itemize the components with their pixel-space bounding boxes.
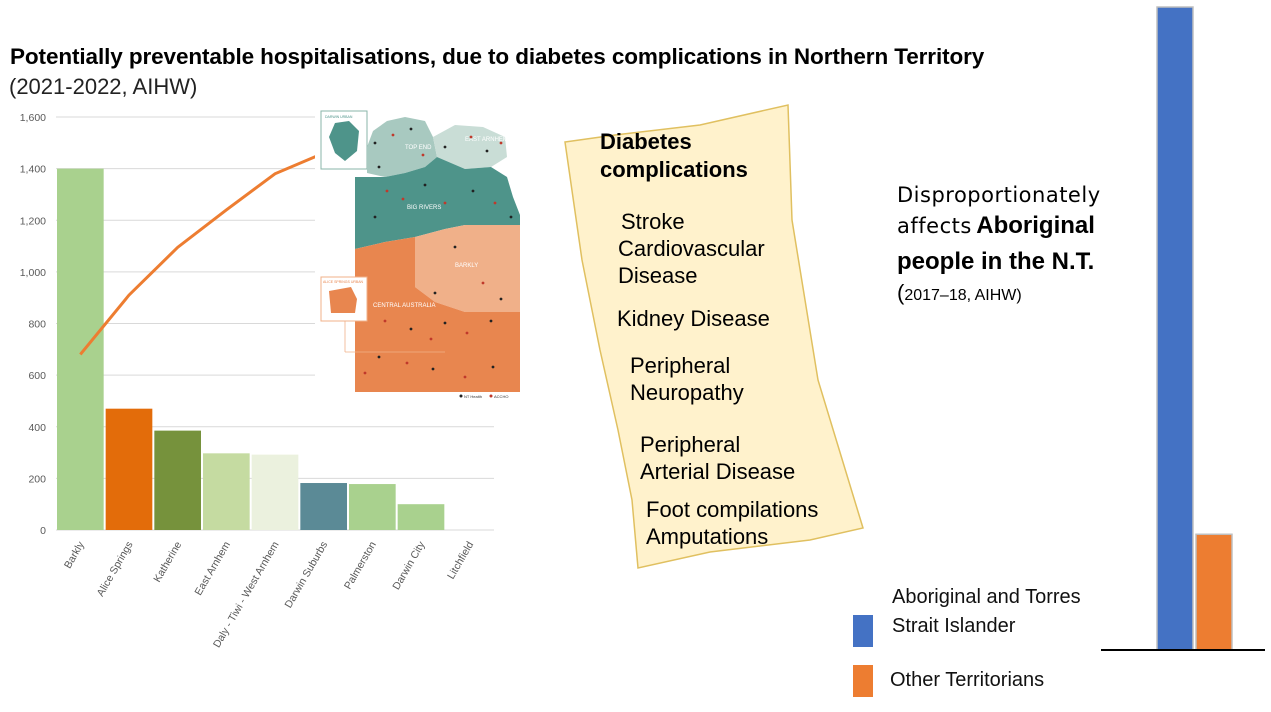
health-service-markers (363, 127, 513, 379)
map-label-central-australia: CENTRAL AUSTRALIA (373, 303, 435, 309)
bar (154, 430, 201, 530)
chart-subtitle: (2021-2022, AIHW) (9, 74, 198, 99)
statement-source-paren: ( (897, 280, 905, 305)
legend-accho-marker (489, 394, 493, 398)
x-tick-label: Palmerston (342, 539, 379, 591)
statement-line-1: Disproportionately (897, 183, 1101, 207)
legend-swatch-aboriginal (853, 615, 873, 647)
y-tick-label: 0 (40, 525, 46, 537)
map-label-alice-springs-urban: ALICE SPRINGS URBAN (323, 280, 364, 284)
x-tick-label: East Arnhem (192, 539, 233, 597)
note-item-line: Stroke (621, 209, 685, 234)
note-item-line: Amputations (646, 524, 769, 549)
statement-line-2: affects Aboriginal (897, 210, 1101, 245)
map-label-darwin-urban: DARWIN URBAN (325, 115, 353, 119)
statement-line-3: people in the N.T. (897, 248, 1095, 275)
map-label-barkly: BARKLY (455, 263, 478, 269)
note-item-line: Disease (618, 263, 698, 288)
note-title-line-1: Diabetes (600, 129, 692, 154)
map-label-east-arnhem: EAST ARNHEM (465, 137, 508, 143)
x-tick-label: Litchfield (445, 539, 476, 581)
legend-label-other: Other Territorians (890, 666, 1044, 695)
y-tick-label: 1,000 (20, 267, 46, 279)
region-barkly (415, 225, 520, 312)
note-title-line-2: complications (600, 157, 748, 182)
note-item-foot: Foot compilations Amputations (646, 496, 818, 550)
bar (251, 454, 299, 530)
alice-inset-shape (329, 287, 357, 313)
disproportionate-statement: Disproportionately affects Aboriginal pe… (897, 180, 1101, 310)
population-comparison-chart (1101, 6, 1265, 651)
map-legend-nt-health: NT Health (464, 394, 482, 399)
darwin-inset-shape (329, 121, 359, 161)
y-tick-label: 400 (28, 422, 46, 434)
diabetes-complications-note: Diabetes complications Stroke Cardiovasc… (560, 100, 870, 575)
note-paper (564, 104, 864, 569)
y-tick-label: 200 (28, 473, 46, 485)
region-top-end (367, 117, 437, 177)
region-big-rivers (355, 157, 520, 249)
bar (105, 408, 153, 530)
x-tick-label: Alice Springs (95, 540, 136, 599)
y-tick-label: 1,600 (20, 112, 46, 124)
note-item-line: Peripheral (640, 432, 741, 457)
map-label-big-rivers: BIG RIVERS (407, 205, 441, 211)
region-east-arnhem (433, 125, 507, 169)
bar (1156, 6, 1194, 651)
note-item-neuropathy: Peripheral Neuropathy (630, 352, 744, 406)
legend-swatch-other (853, 665, 873, 697)
hospitalisations-chart: 0 200 400 600 800 1,000 1,200 1,400 1,600 Barkly A… (20, 112, 494, 650)
bar (349, 484, 396, 530)
note-item-kidney: Kidney Disease (617, 305, 770, 332)
statement-source-text: 2017–18, AIHW) (904, 287, 1022, 304)
note-item-line: Peripheral (630, 353, 731, 378)
note-item-line: Arterial Disease (640, 459, 796, 484)
bar (1195, 533, 1233, 651)
legend-label-aboriginal: Aboriginal and Torres Strait Islander (892, 583, 1081, 641)
map-legend-accho: ACCHO (494, 394, 508, 399)
bar (397, 504, 445, 530)
x-tick-label: Darwin Suburbs (283, 540, 331, 611)
y-tick-label: 800 (28, 319, 46, 331)
x-tick-label: Barkly (62, 539, 87, 571)
statement-affects: affects (897, 214, 972, 238)
legend-label-line: Aboriginal and Torres (892, 586, 1081, 608)
y-tick-label: 1,200 (20, 215, 46, 227)
note-item-line: Kidney Disease (617, 306, 770, 331)
region-central-australia (355, 237, 520, 392)
y-tick-label: 1,400 (20, 164, 46, 176)
legend-label-line: Other Territorians (890, 669, 1045, 691)
bar (203, 453, 250, 530)
x-tick-label: Darwin City (390, 539, 428, 592)
statement-source: (2017–18, AIHW) (897, 279, 1101, 310)
bar (300, 483, 347, 530)
x-tick-label: Katherine (151, 539, 184, 584)
map-label-top-end: TOP END (405, 145, 432, 151)
trend-line (79, 151, 325, 356)
note-item-stroke-cvd: Stroke Cardiovascular Disease (618, 208, 765, 289)
note-item-line: Neuropathy (630, 380, 744, 405)
legend-label-line: Strait Islander (892, 615, 1016, 637)
nt-region-map: DARWIN URBAN TOP END EAST ARNHEM BIG RIV… (315, 107, 525, 402)
legend-nt-health-marker (459, 394, 463, 398)
note-title: Diabetes complications (600, 128, 748, 184)
chart-title: Potentially preventable hospitalisations… (10, 44, 985, 69)
statement-aboriginal: Aboriginal (976, 212, 1095, 239)
note-item-line: Foot compilations (646, 497, 819, 522)
y-tick-label: 600 (28, 370, 46, 382)
note-item-line: Cardiovascular (618, 236, 765, 261)
bar (57, 168, 104, 530)
note-item-arterial: Peripheral Arterial Disease (640, 431, 795, 485)
